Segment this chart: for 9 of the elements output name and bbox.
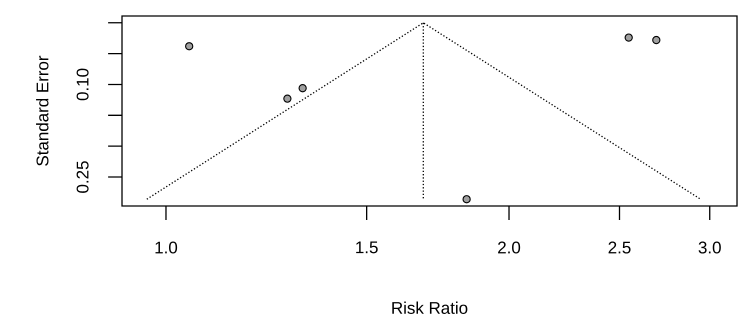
x-tick-label: 1.5: [356, 242, 378, 254]
x-tick-label: 1.0: [156, 242, 178, 254]
y-tick-label: 0.10: [76, 68, 89, 100]
x-axis-title: Risk Ratio: [392, 302, 468, 314]
x-tick-label: 3.0: [698, 242, 721, 254]
x-tick-label: 2.0: [498, 242, 520, 254]
x-tick-label: 2.5: [608, 242, 631, 254]
y-tick-label: 0.25: [76, 161, 89, 193]
y-axis-title: Standard Error: [36, 56, 48, 166]
